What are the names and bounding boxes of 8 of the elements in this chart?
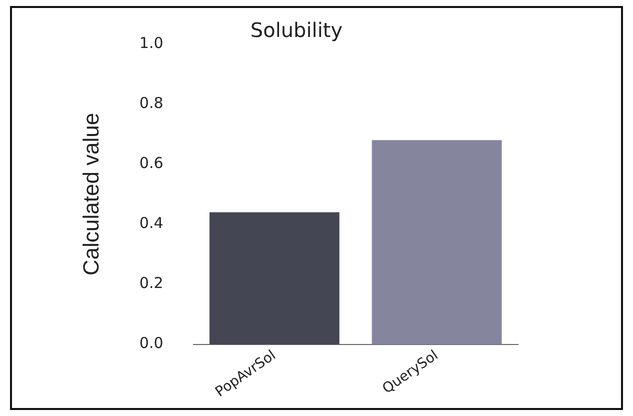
y-tick-label: 0.4 [139,214,164,232]
y-tick-label: 0.0 [139,334,164,352]
y-axis-title: Calculated value [78,112,104,276]
chart-title: Solubility [250,18,343,42]
y-tick-label: 0.8 [139,94,164,112]
y-tick-label: 1.0 [139,34,164,52]
y-tick-label: 0.2 [139,274,164,292]
y-tick-label: 0.6 [139,154,164,172]
